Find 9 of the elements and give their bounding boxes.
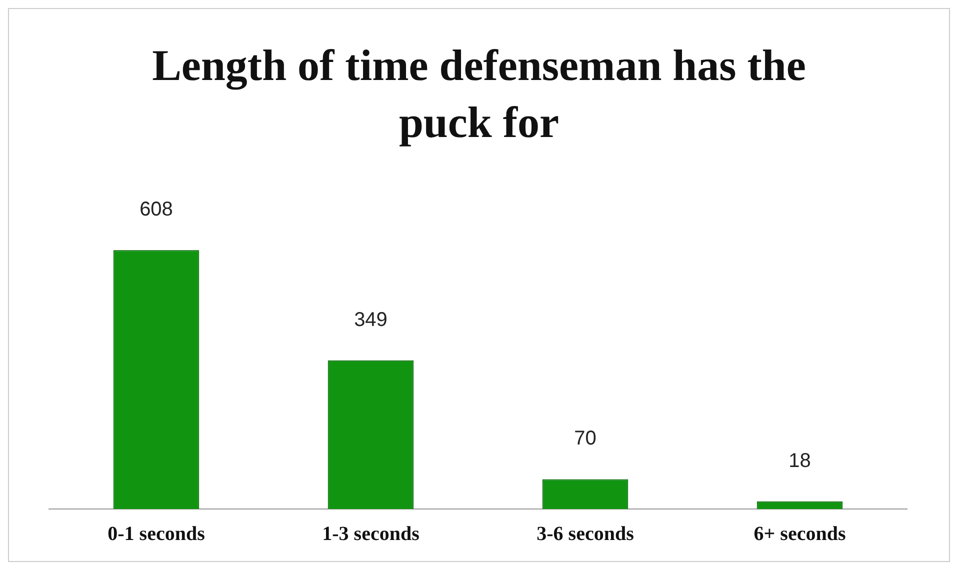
x-tick-label: 1-3 seconds — [322, 524, 420, 546]
chart-title: Length of time defenseman has the puck for — [151, 40, 807, 150]
x-tick-label: 3-6 seconds — [536, 524, 634, 546]
x-tick-label: 6+ seconds — [754, 524, 846, 546]
data-label: 18 — [788, 450, 811, 472]
data-label: 70 — [574, 428, 596, 450]
x-tick-label: 0-1 seconds — [108, 524, 206, 546]
data-label: 349 — [354, 309, 388, 332]
data-label: 608 — [140, 199, 173, 222]
